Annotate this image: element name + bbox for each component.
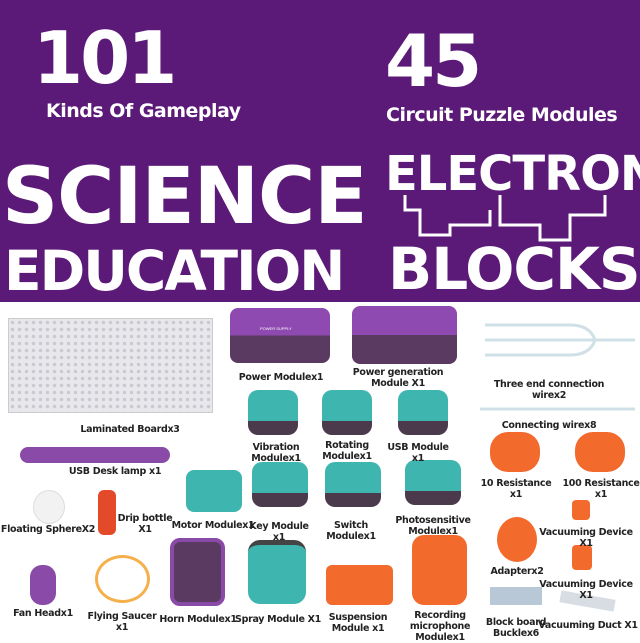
title-blocks: BLOCKS — [388, 235, 640, 303]
floating-sphere — [33, 490, 65, 524]
product-label: Adapterx2 — [490, 566, 544, 577]
power-module: POWER SUPPLY — [230, 308, 330, 363]
product-label: Floating SphereX2 — [0, 524, 96, 535]
product-label: Motor Modulex1 — [171, 520, 255, 531]
title-education: EDUCATION — [4, 239, 345, 303]
suspension-module — [326, 565, 393, 605]
title-science: SCIENCE — [2, 152, 368, 242]
product-label: Block board Bucklex6 — [485, 617, 547, 639]
photosensitive-module — [405, 460, 461, 505]
adapter — [497, 517, 537, 562]
product-label: Three end connection wirex2 — [493, 379, 605, 401]
fan-head — [30, 565, 56, 605]
motor-module — [186, 470, 242, 512]
vacuuming-device-2 — [572, 545, 592, 570]
product-label: Drip bottle X1 — [117, 513, 173, 535]
wires — [480, 323, 635, 411]
vibration-module — [248, 390, 298, 435]
product-label: Connecting wirex8 — [501, 420, 597, 431]
gameplay-label: Kinds Of Gameplay — [46, 100, 241, 122]
horn-module — [170, 538, 225, 606]
product-label: Vacuuming Duct X1 — [538, 620, 638, 631]
power-generation-module — [352, 306, 457, 364]
product-label: Switch Modulex1 — [326, 520, 376, 542]
product-label: Fan Headx1 — [13, 608, 73, 619]
product-label: USB Module x1 — [387, 442, 449, 464]
product-label: Vacuuming Device X1 — [539, 579, 633, 601]
rotating-module — [322, 390, 372, 435]
product-label: 10 Resistance x1 — [480, 478, 552, 500]
product-label: Photosensitive Modulex1 — [395, 515, 471, 537]
usb-desk-lamp — [20, 447, 170, 463]
product-label: Power Modulex1 — [238, 372, 324, 383]
product-label: Vibration Modulex1 — [251, 442, 301, 464]
product-label: Rotating Modulex1 — [322, 440, 372, 462]
vacuuming-device-1 — [572, 500, 590, 520]
product-label: Vacuuming Device X1 — [539, 527, 633, 549]
usb-module — [398, 390, 448, 435]
product-label: Spray Module X1 — [235, 614, 321, 625]
product-label: 100 Resistance x1 — [562, 478, 640, 500]
switch-module — [325, 462, 381, 507]
module-count: 45 — [385, 19, 482, 103]
header-banner: 101 Kinds Of Gameplay 45 Circuit Puzzle … — [0, 0, 640, 302]
product-label: Recording microphone Modulex1 — [409, 610, 471, 643]
block-board-buckle — [490, 587, 542, 605]
product-label: Suspension Module x1 — [328, 612, 388, 634]
spray-module — [248, 540, 306, 604]
product-label: Power generation Module X1 — [352, 367, 444, 389]
resistance-100 — [575, 432, 625, 472]
drip-bottle — [98, 490, 116, 535]
resistance-10 — [490, 432, 540, 472]
product-label: Horn Modulex1 — [159, 614, 237, 625]
flying-saucer — [95, 555, 150, 603]
gameplay-count: 101 — [33, 16, 177, 100]
circuit-lines — [403, 195, 607, 242]
key-module — [252, 462, 308, 507]
recording-microphone-module — [412, 535, 467, 605]
product-label: Key Module x1 — [249, 521, 309, 543]
product-label: Flying Saucer x1 — [87, 611, 157, 633]
product-label: USB Desk lamp x1 — [68, 466, 162, 477]
module-label: Circuit Puzzle Modules — [386, 104, 618, 126]
product-label: Laminated Boardx3 — [80, 424, 180, 435]
title-electron: ELECTRON — [385, 146, 640, 202]
laminated-board — [8, 318, 213, 413]
